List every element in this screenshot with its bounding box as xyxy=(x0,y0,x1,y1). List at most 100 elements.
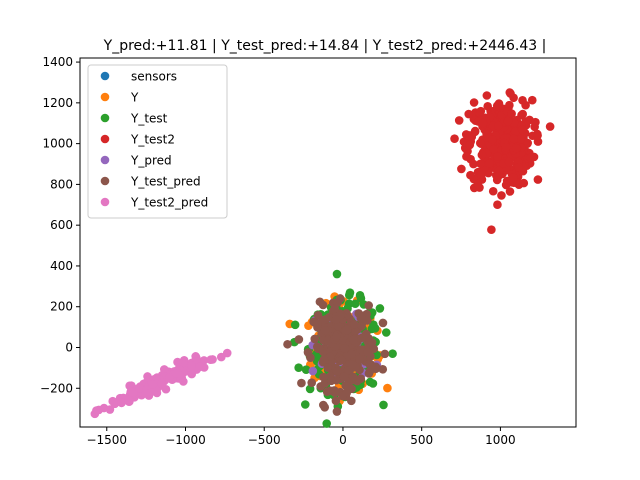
point-y-test xyxy=(344,299,354,308)
point-y-test2 xyxy=(507,109,516,119)
x-axis: −1500 −1000 −500 0 500 1000 xyxy=(86,427,516,447)
point-y-test2 xyxy=(485,158,494,168)
point-y-test2 xyxy=(489,144,498,154)
point-y-test-pred xyxy=(294,335,304,344)
point-y-test2 xyxy=(494,171,503,181)
point-y-test2 xyxy=(487,135,497,144)
point-y-test2 xyxy=(509,93,518,103)
legend-marker xyxy=(100,176,110,186)
point-y-test xyxy=(300,400,310,409)
point-y-test-pred xyxy=(337,355,347,365)
point-y-test-pred xyxy=(332,367,342,376)
point-y-test2 xyxy=(527,95,537,105)
legend-label: Y_test_pred xyxy=(130,175,201,189)
point-y-test2 xyxy=(488,186,498,196)
point-y-test2 xyxy=(493,121,503,131)
point-y-test-pred xyxy=(307,378,317,388)
y-tick-label: 200 xyxy=(50,300,73,314)
point-y-test2-pred xyxy=(195,362,205,372)
point-y-test2 xyxy=(531,117,540,127)
point-y-test2 xyxy=(509,134,518,144)
legend: sensors Y Y_test Y_test2 Y_pred Y_test_pred Y_… xyxy=(87,64,228,219)
point-y-pred xyxy=(308,366,318,376)
point-y-test-pred xyxy=(363,347,373,357)
point-y-test xyxy=(301,365,311,374)
point-y xyxy=(383,383,392,393)
legend-marker xyxy=(100,92,110,102)
point-y-test2-pred xyxy=(148,380,157,389)
point-y-test2 xyxy=(503,116,513,126)
legend-label: Y_pred xyxy=(130,154,172,168)
point-y-test2 xyxy=(501,142,511,152)
point-y-test xyxy=(332,269,342,279)
point-y-test2 xyxy=(514,163,524,172)
y-tick-label: 800 xyxy=(50,177,73,191)
legend-label: sensors xyxy=(131,70,177,84)
point-y-test-pred xyxy=(380,349,390,359)
point-y-test2-pred xyxy=(222,348,232,358)
point-y-test-pred xyxy=(340,344,349,353)
legend-marker xyxy=(100,155,110,165)
point-y-test-pred xyxy=(347,349,356,359)
point-y-test xyxy=(290,320,300,330)
y-tick-label: 1000 xyxy=(42,137,73,151)
point-y-test-pred xyxy=(367,338,377,347)
point-y-test-pred xyxy=(310,334,320,344)
legend-marker xyxy=(100,134,110,144)
y-tick-label: −200 xyxy=(40,381,73,395)
point-y-test xyxy=(294,363,303,373)
point-y-test2 xyxy=(457,164,466,174)
point-y-test-pred xyxy=(348,360,357,370)
point-y-test2 xyxy=(465,140,475,150)
point-y-test-pred xyxy=(355,355,365,364)
point-y-test-pred xyxy=(322,387,332,397)
point-y-test-pred xyxy=(349,335,358,345)
point-y-test2-pred xyxy=(126,387,136,397)
point-y-test2-pred xyxy=(159,365,169,374)
point-y-test2 xyxy=(533,137,543,146)
legend-label: Y_test2 xyxy=(130,133,175,147)
x-tick-label: −500 xyxy=(248,433,281,447)
point-y-test2 xyxy=(487,225,496,235)
point-y-test-pred xyxy=(314,344,324,353)
point-y-test-pred xyxy=(337,391,347,401)
point-y-test-pred xyxy=(342,325,352,335)
x-tick-label: 1000 xyxy=(485,433,516,447)
point-y-test2-pred xyxy=(117,398,126,408)
point-y-test2 xyxy=(454,116,464,125)
point-y-test2 xyxy=(533,131,542,140)
legend-label: Y_test xyxy=(130,112,168,126)
point-y-test2 xyxy=(493,200,502,209)
point-y-test2-pred xyxy=(164,373,174,382)
legend-marker xyxy=(100,197,110,207)
point-y-test-pred xyxy=(330,304,339,314)
legend-box xyxy=(87,64,228,219)
point-y-test2 xyxy=(509,173,518,182)
point-y-test2 xyxy=(504,157,514,167)
point-y-test-pred xyxy=(331,396,341,406)
point-y-test2-pred xyxy=(206,355,215,365)
point-y-test-pred xyxy=(348,372,358,382)
legend-marker xyxy=(100,113,110,123)
point-y-test-pred xyxy=(356,313,366,323)
point-y-test-pred xyxy=(297,378,306,388)
point-y-test2-pred xyxy=(99,403,109,413)
point-y-test2 xyxy=(526,153,536,162)
point-y-test2-pred xyxy=(92,406,101,415)
x-tick-label: 500 xyxy=(410,433,433,447)
y-tick-label: 1200 xyxy=(42,96,73,110)
x-tick-label: −1000 xyxy=(165,433,206,447)
point-y-test-pred xyxy=(332,407,342,416)
point-y-test-pred xyxy=(365,359,374,369)
legend-label: Y xyxy=(130,91,139,105)
point-y-test2 xyxy=(483,101,493,111)
point-y-test-pred xyxy=(361,329,371,339)
point-y-test xyxy=(375,304,385,313)
point-y-test2 xyxy=(469,159,478,169)
point-y-test2 xyxy=(473,179,483,189)
point-y-test2 xyxy=(476,138,485,148)
point-y-test-pred xyxy=(313,319,322,329)
points-layer xyxy=(90,88,555,428)
point-y-test2 xyxy=(461,130,471,139)
